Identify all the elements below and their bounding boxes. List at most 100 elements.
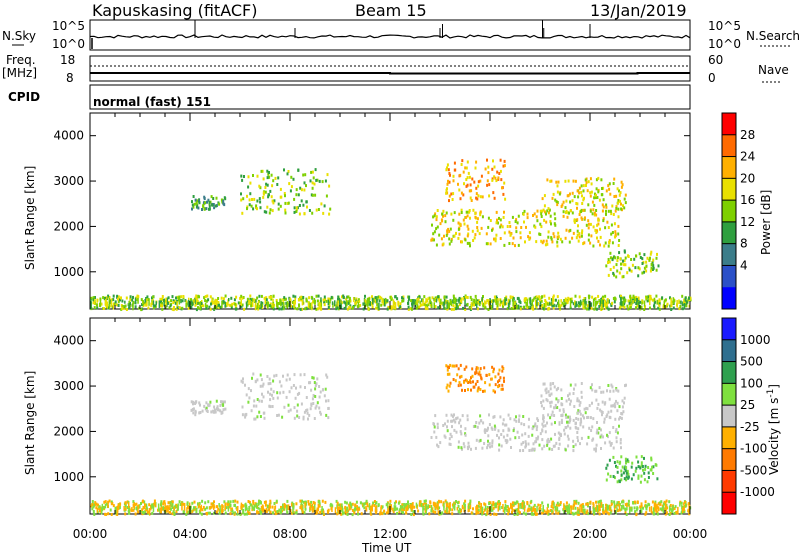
- data-cell: [438, 298, 441, 303]
- data-cell: [645, 507, 648, 511]
- data-cell: [121, 306, 124, 310]
- data-cell: [595, 447, 597, 451]
- data-cell: [665, 505, 667, 512]
- data-cell: [258, 306, 261, 310]
- nsky-tick-bottom: 10^0: [52, 37, 85, 51]
- time-tick-label: 20:00: [573, 527, 608, 541]
- data-cell: [613, 296, 616, 300]
- data-cell: [600, 410, 603, 414]
- data-cell: [198, 411, 201, 415]
- data-cell: [330, 502, 332, 507]
- data-cell: [659, 507, 662, 511]
- data-cell: [465, 365, 468, 369]
- data-cell: [473, 302, 475, 306]
- data-cell: [540, 394, 543, 398]
- data-cell: [392, 507, 394, 512]
- data-cell: [560, 299, 562, 303]
- data-cell: [557, 400, 560, 404]
- data-cell: [427, 297, 430, 301]
- data-cell: [472, 380, 474, 384]
- data-cell: [337, 307, 340, 311]
- data-cell: [317, 503, 320, 512]
- data-cell: [205, 401, 208, 405]
- data-cell: [133, 502, 135, 509]
- data-cell: [603, 420, 606, 424]
- data-cell: [528, 504, 531, 508]
- data-cell: [476, 229, 479, 233]
- data-cell: [442, 214, 444, 218]
- data-cell: [319, 301, 321, 310]
- data-cell: [455, 417, 458, 421]
- data-cell: [561, 203, 564, 207]
- data-cell: [209, 400, 212, 404]
- data-cell: [574, 506, 577, 510]
- data-cell: [600, 390, 603, 394]
- data-cell: [628, 268, 631, 272]
- data-cell: [630, 258, 633, 261]
- colorbar-tick-label: 500: [740, 355, 763, 369]
- data-cell: [453, 364, 456, 368]
- data-cell: [398, 508, 401, 512]
- data-cell: [551, 196, 554, 200]
- data-cell: [496, 433, 498, 437]
- data-cell: [224, 301, 226, 308]
- data-cell: [475, 507, 477, 516]
- data-cell: [616, 187, 619, 191]
- data-cell: [144, 503, 146, 510]
- data-cell: [535, 240, 538, 244]
- data-cell: [436, 426, 439, 430]
- data-cell: [211, 301, 214, 305]
- data-cell: [511, 510, 513, 514]
- beam-title: Beam 15: [355, 1, 427, 20]
- data-cell: [482, 302, 485, 306]
- data-cell: [446, 419, 449, 423]
- data-cell: [565, 399, 568, 403]
- data-cell: [573, 405, 576, 408]
- data-cell: [626, 504, 628, 511]
- data-cell: [634, 469, 637, 473]
- data-cell: [353, 511, 356, 515]
- data-cell: [434, 212, 437, 216]
- data-cell: [269, 510, 272, 514]
- data-cell: [530, 499, 533, 503]
- data-cell: [286, 499, 289, 503]
- data-cell: [368, 297, 370, 304]
- data-cell: [579, 412, 582, 416]
- data-cell: [242, 508, 245, 512]
- data-cell: [95, 502, 98, 506]
- data-cell: [521, 433, 524, 437]
- data-cell: [531, 300, 533, 306]
- data-cell: [554, 432, 556, 436]
- data-cell: [474, 166, 477, 170]
- data-cell: [598, 426, 601, 430]
- data-cell: [688, 504, 691, 508]
- data-cell: [442, 209, 445, 213]
- data-cell: [215, 299, 218, 307]
- data-cell: [665, 511, 668, 515]
- data-cell: [547, 207, 550, 211]
- data-cell: [484, 428, 486, 432]
- data-cell: [543, 218, 546, 222]
- data-cell: [638, 267, 641, 271]
- data-cell: [296, 307, 299, 311]
- colorbar-tick-label: 100: [740, 376, 763, 390]
- data-cell: [668, 505, 671, 512]
- data-cell: [533, 424, 536, 428]
- data-cell: [423, 499, 426, 503]
- data-cell: [423, 507, 425, 511]
- data-cell: [610, 232, 613, 236]
- data-cell: [476, 220, 479, 224]
- data-cell: [497, 221, 499, 225]
- data-cell: [528, 449, 531, 452]
- data-cell: [373, 503, 376, 507]
- data-cell: [533, 212, 536, 216]
- data-cell: [229, 512, 232, 516]
- data-cell: [532, 505, 535, 512]
- data-cell: [152, 306, 155, 310]
- data-cell: [564, 206, 567, 210]
- data-cell: [633, 257, 636, 261]
- data-cell: [591, 383, 593, 387]
- data-cell: [458, 303, 461, 307]
- data-cell: [195, 507, 198, 511]
- data-cell: [327, 407, 330, 410]
